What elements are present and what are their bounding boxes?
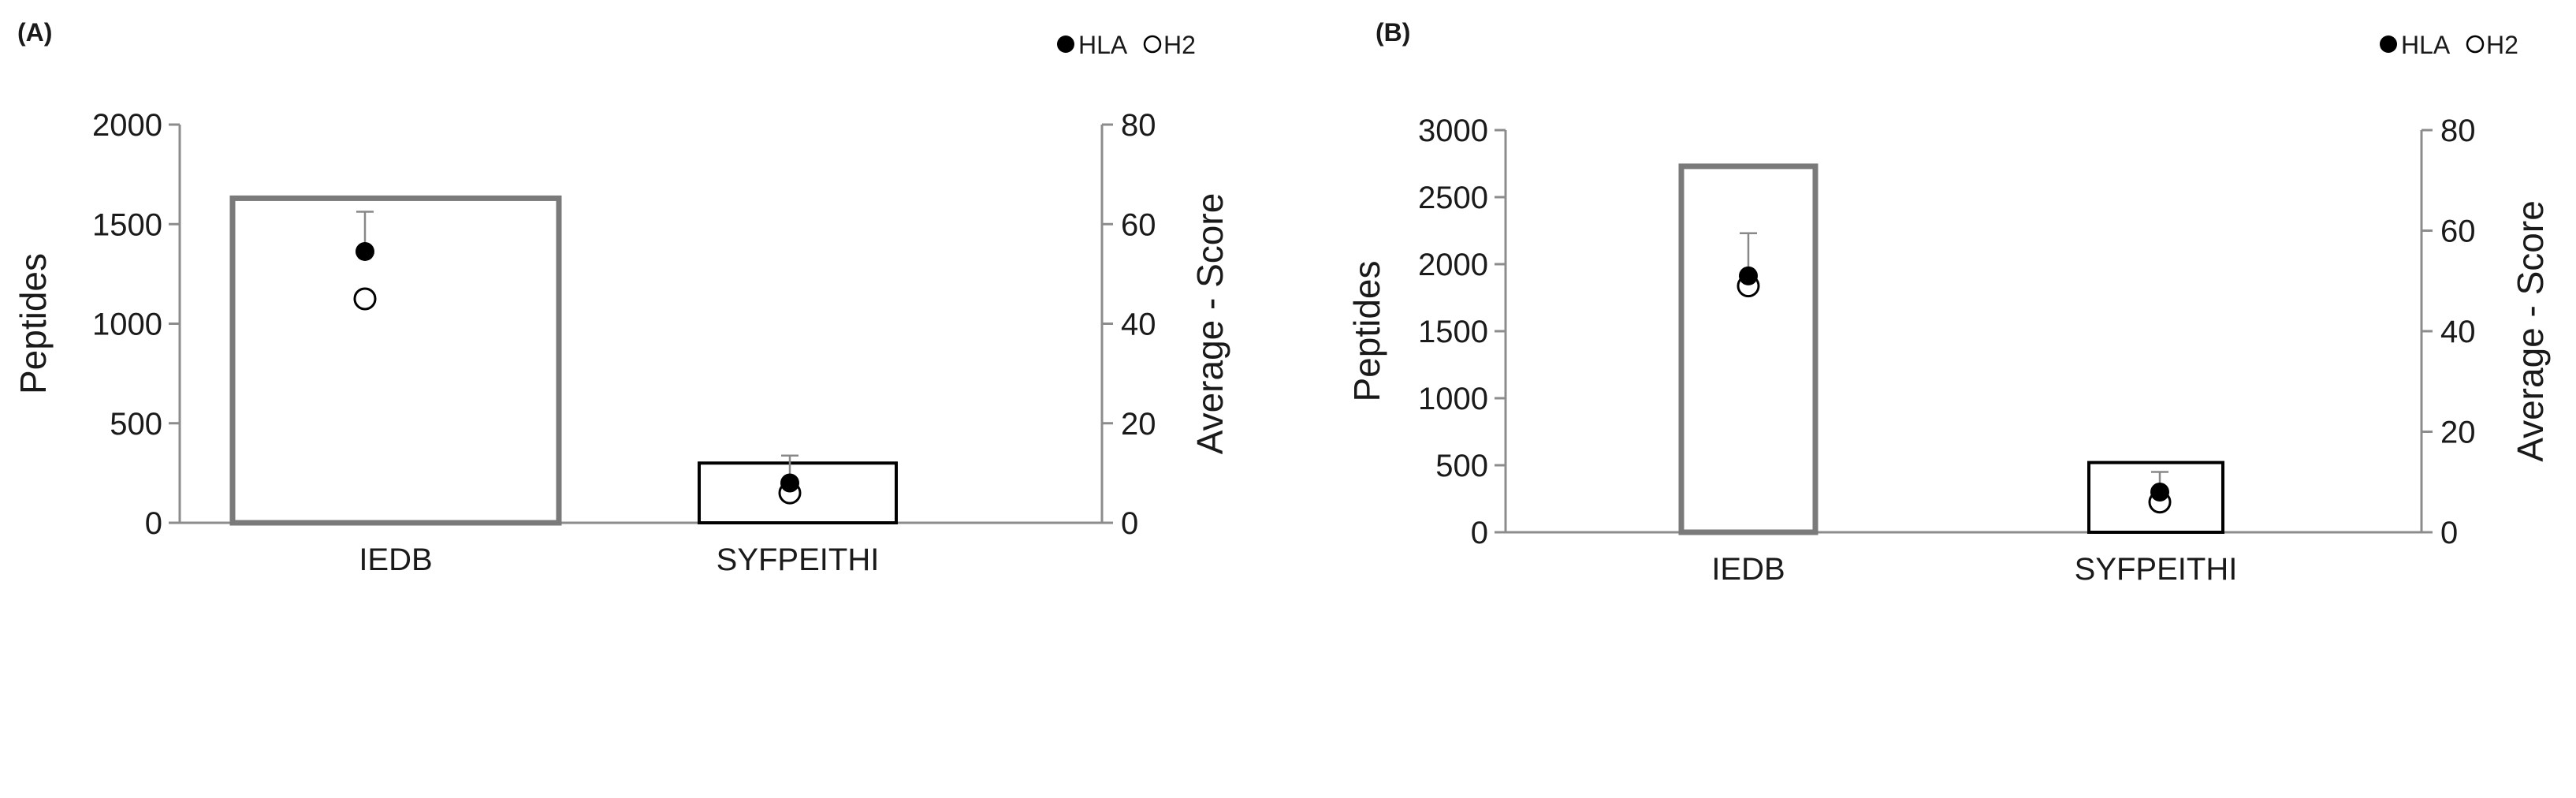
- y2-tick-label: 0: [2440, 516, 2458, 550]
- y2-axis-label: Average - Score: [2510, 200, 2551, 462]
- y-tick-label: 1500: [92, 207, 162, 242]
- x-tick-label: IEDB: [1711, 552, 1785, 587]
- y2-tick-label: 60: [2440, 214, 2476, 249]
- x-tick-label: SYFPEITHI: [2075, 552, 2238, 587]
- y-tick-label: 2500: [1418, 181, 1488, 215]
- y-tick-label: 2000: [1418, 248, 1488, 282]
- bar-iedb: [229, 195, 562, 526]
- marker-h2: [353, 287, 377, 311]
- legend-marker-hla: [2380, 35, 2397, 53]
- legend-marker-h2: [2466, 35, 2485, 54]
- y-tick-label: 500: [1435, 449, 1488, 483]
- y-tick-label: 2000: [92, 108, 162, 143]
- y-tick-label: 0: [145, 506, 162, 541]
- y-axis-label: Peptides: [13, 253, 54, 394]
- x-tick-label: IEDB: [359, 543, 432, 577]
- y2-tick-label: 80: [1121, 108, 1156, 143]
- legend-marker-h2: [1143, 35, 1162, 54]
- legend-label-hla: HLA: [2401, 31, 2451, 59]
- chart-panel-b: (B) HLA H2 0 500 1000 1500 2000 2500 3000 0 20 40 60 8…: [1346, 18, 2551, 587]
- panel-label: (B): [1375, 18, 1410, 47]
- y2-tick-label: 40: [1121, 308, 1156, 342]
- x-tick-label: SYFPEITHI: [717, 543, 880, 577]
- legend-label-h2: H2: [2486, 31, 2518, 59]
- y2-tick-label: 0: [1121, 506, 1138, 541]
- legend: HLA H2: [2380, 31, 2518, 59]
- y-tick-label: 1000: [1418, 382, 1488, 416]
- y-axis-label: Peptides: [1346, 260, 1387, 401]
- y-tick-label: 0: [1471, 516, 1488, 550]
- y2-tick-label: 60: [1121, 207, 1156, 242]
- legend: HLA H2: [1057, 31, 1196, 59]
- y2-tick-label: 80: [2440, 114, 2476, 148]
- y-tick-label: 3000: [1418, 114, 1488, 148]
- marker-hla: [2150, 483, 2169, 502]
- y-tick-label: 1500: [1418, 315, 1488, 349]
- y-tick-label: 1000: [92, 308, 162, 342]
- y-tick-label: 500: [110, 407, 162, 442]
- marker-hla: [356, 241, 374, 261]
- marker-hla: [1739, 266, 1758, 285]
- y2-tick-label: 20: [2440, 416, 2476, 450]
- legend-label-h2: H2: [1163, 31, 1196, 59]
- y2-axis-label: Average - Score: [1189, 193, 1230, 455]
- legend-marker-hla: [1057, 35, 1074, 53]
- marker-hla: [780, 473, 799, 493]
- bar-iedb: [1678, 163, 1818, 535]
- panel-label: (A): [17, 18, 52, 47]
- y2-tick-label: 20: [1121, 407, 1156, 442]
- y2-tick-label: 40: [2440, 315, 2476, 349]
- legend-label-hla: HLA: [1078, 31, 1128, 59]
- chart-panel-a: (A) HLA H2 0 500 1000 1500 2000 0 20 40 60 80 Peptide…: [13, 18, 1230, 577]
